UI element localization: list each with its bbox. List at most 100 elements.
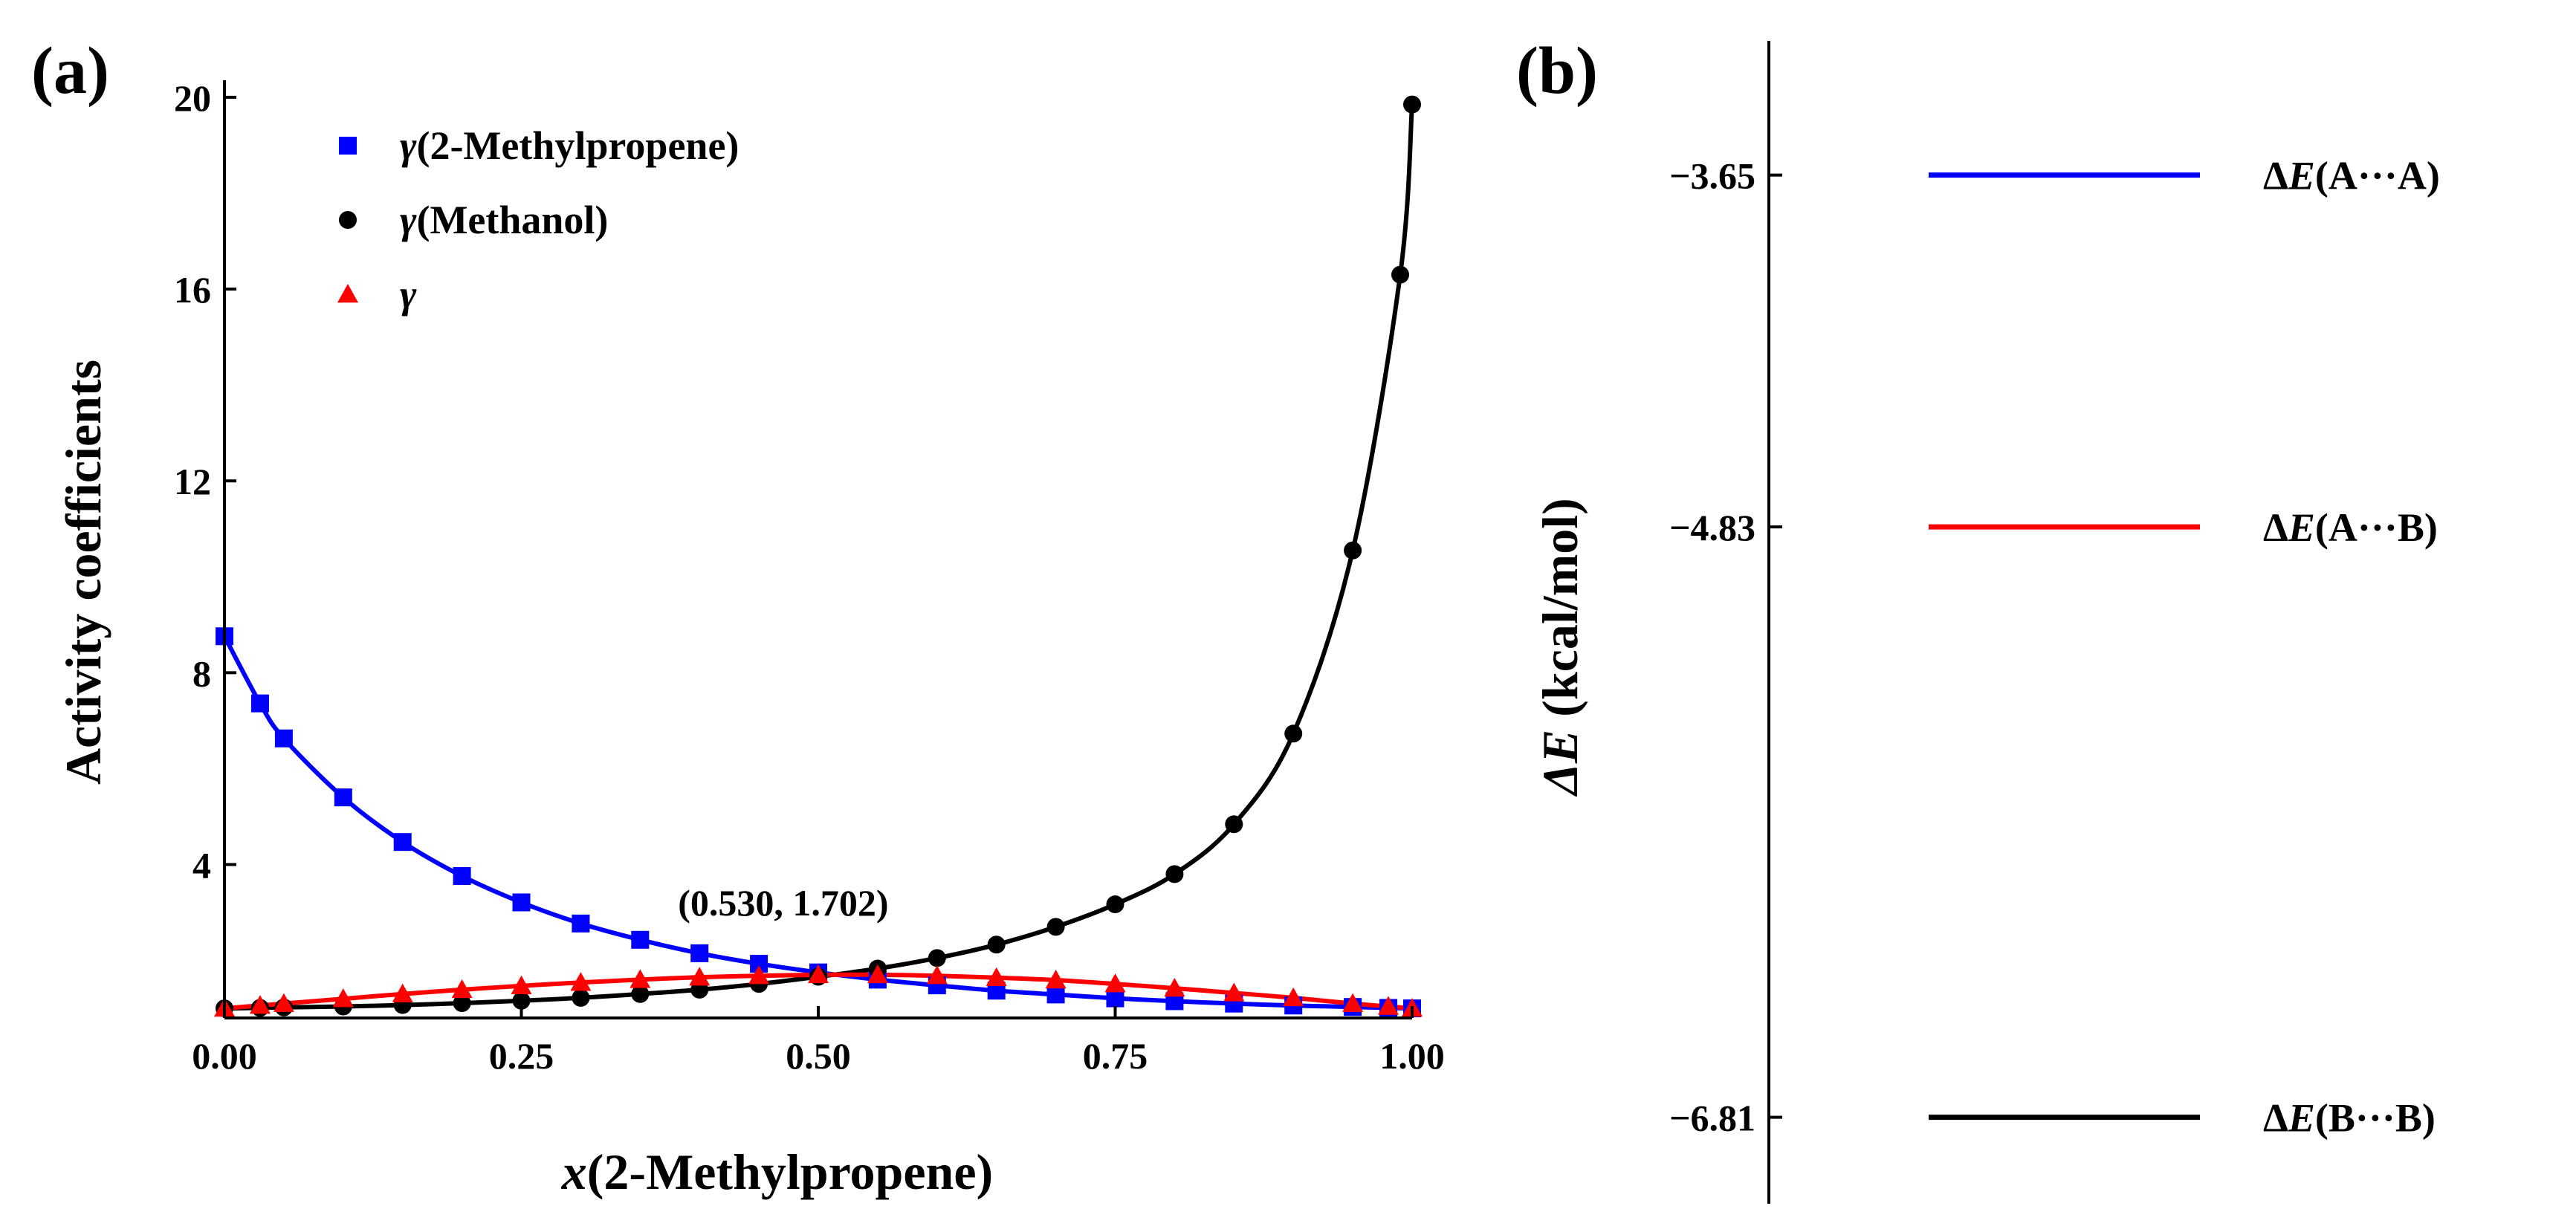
series-0-point <box>572 914 590 933</box>
series-1-point <box>1106 895 1124 914</box>
pair-label: (A···A) <box>2315 154 2440 198</box>
x-tick-label: 0.50 <box>786 1035 851 1077</box>
legend-a: γ(2-Methylpropene)γ(Methanol)γ <box>337 123 739 317</box>
energy-tick-label: −3.65 <box>1669 155 1755 197</box>
x-axis-label: x(2-Methylpropene) <box>561 1144 993 1200</box>
series-2-point <box>1164 977 1185 997</box>
series-0-point <box>631 930 650 949</box>
pair-label: (A···B) <box>2315 505 2438 550</box>
energy-tick-label: −6.81 <box>1669 1097 1755 1139</box>
axes-a <box>223 80 1414 1019</box>
series-1-point <box>1284 724 1303 743</box>
x-tick-label: 1.00 <box>1379 1035 1445 1077</box>
series-0-point <box>1046 985 1065 1004</box>
energy-symbol: E <box>2288 1096 2315 1141</box>
series-2-point <box>570 972 592 991</box>
x-tick-label: 0.00 <box>192 1035 257 1077</box>
legend-marker-1 <box>339 211 357 229</box>
series-2-point <box>867 964 888 984</box>
x-tick-label: 0.75 <box>1083 1035 1148 1077</box>
series-2-point <box>1045 970 1067 989</box>
delta-symbol: Δ <box>2263 505 2288 550</box>
legend-text: (Methanol) <box>416 198 608 242</box>
panel-a-label: (a) <box>31 34 109 108</box>
series-2-point <box>273 993 294 1012</box>
legend-label-1: γ(Methanol) <box>400 198 608 242</box>
legend-marker-2 <box>337 284 358 303</box>
series-1-point <box>631 985 650 1003</box>
series-2-point <box>986 967 1007 986</box>
series-1-point <box>1046 918 1065 936</box>
series-2-point <box>392 983 413 1002</box>
series-2-point <box>1223 982 1245 1002</box>
x-tick-label: 0.25 <box>489 1035 554 1077</box>
series-curve-1 <box>224 104 1414 1011</box>
legend-marker-0 <box>339 137 357 155</box>
panel-b-label: (b) <box>1516 34 1598 108</box>
series-2-point <box>451 979 473 999</box>
energy-symbol: E <box>2288 505 2315 550</box>
energy-symbol: E <box>2288 154 2315 198</box>
pair-label: (B···B) <box>2315 1096 2436 1141</box>
x-axis-label-symbol: x <box>561 1144 587 1200</box>
series-2-point <box>926 965 948 985</box>
legend-symbol: γ <box>400 123 417 168</box>
series-0-point <box>512 893 531 912</box>
panel-b-interaction-energies: (b) −3.65 ΔE(A···A)−4.83 ΔE(A···B)−6.81 ΔE(… <box>1516 34 2440 1204</box>
energy-axis-label: ΔE (kcal/mol) <box>1532 498 1588 797</box>
series-2-point <box>808 964 829 984</box>
series-0-point <box>1106 989 1124 1008</box>
series-1-point <box>1391 265 1410 284</box>
series-2-point <box>689 967 711 986</box>
series-2-point <box>748 965 770 985</box>
series-2-point <box>1283 987 1304 1007</box>
x-axis-label-text: (2-Methylpropene) <box>587 1144 993 1200</box>
series-1-point <box>1165 865 1184 883</box>
tick-labels-a: 0.00 0.25 0.50 0.75 1.00 4 8 12 16 20 <box>174 77 1445 1077</box>
legend-symbol: γ <box>400 198 417 242</box>
series-2-point <box>511 975 532 994</box>
y-tick-label: 12 <box>174 461 211 502</box>
delta-symbol: Δ <box>2263 154 2288 198</box>
series-1-point <box>572 988 590 1007</box>
y-tick-label: 16 <box>174 269 211 311</box>
series-0-point <box>453 866 471 885</box>
series-2-point <box>1342 993 1364 1012</box>
series-0-point <box>690 944 709 962</box>
legend-label-2: γ <box>400 272 417 317</box>
series-1-point <box>1344 541 1362 560</box>
series-0-point <box>393 833 412 852</box>
energy-level-label-2: ΔE(B···B) <box>2263 1096 2436 1141</box>
legend-text: (2-Methylpropene) <box>416 123 739 168</box>
data-markers <box>214 95 1423 1018</box>
series-1-point <box>987 935 1006 954</box>
series-0-point <box>334 788 352 807</box>
y-axis-label: Activity coefficients <box>55 360 111 785</box>
legend-label-0: γ(2-Methylpropene) <box>400 123 739 168</box>
y-tick-label: 4 <box>192 844 211 886</box>
legend-symbol: γ <box>400 272 417 317</box>
series-0-point <box>274 729 293 748</box>
series-0-point <box>250 694 269 713</box>
plot-area-a <box>214 95 1423 1018</box>
series-2-point <box>1104 973 1126 993</box>
series-1-point <box>928 949 946 967</box>
series-1-point <box>453 993 471 1012</box>
energy-level-label-1: ΔE(A···B) <box>2263 505 2438 550</box>
y-tick-label: 8 <box>192 652 211 694</box>
energy-axis-label-symbol: ΔE <box>1532 730 1588 797</box>
series-2-point <box>1378 996 1399 1015</box>
series-2-point <box>332 988 354 1008</box>
intersection-annotation: (0.530, 1.702) <box>678 882 888 924</box>
series-2-point <box>630 969 651 988</box>
y-tick-label: 20 <box>174 77 211 119</box>
delta-symbol: Δ <box>2263 1096 2288 1141</box>
series-2-point <box>249 995 271 1014</box>
series-1-point <box>512 991 531 1010</box>
energy-tick-label: −4.83 <box>1669 507 1755 548</box>
energy-levels: −3.65 ΔE(A···A)−4.83 ΔE(A···B)−6.81 ΔE(B···… <box>1669 154 2440 1141</box>
series-1-point <box>1403 95 1421 114</box>
series-1-point <box>1225 815 1243 834</box>
